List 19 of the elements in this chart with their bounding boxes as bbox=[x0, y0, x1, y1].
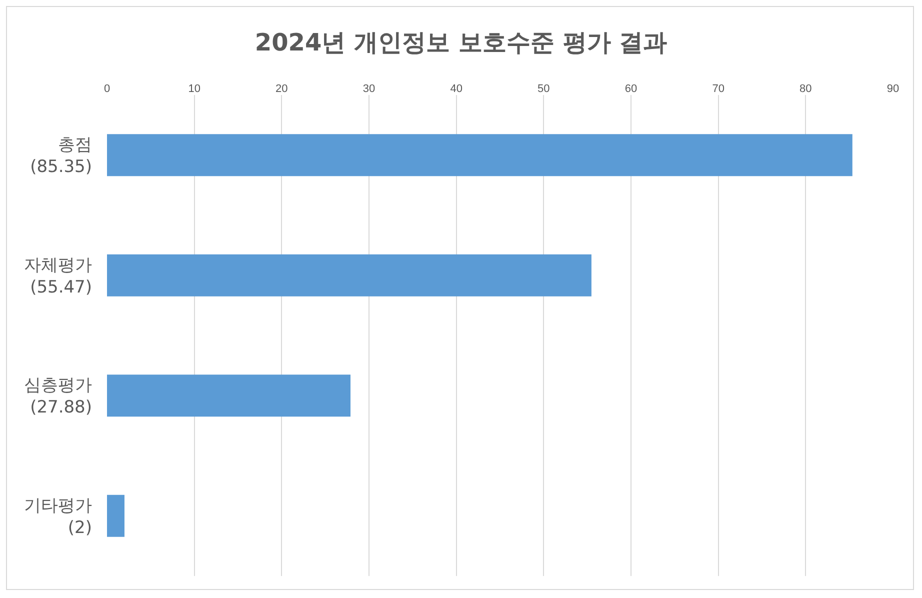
x-tick-label: 20 bbox=[276, 82, 288, 95]
y-tick-label: 심층평가 (27.88) bbox=[24, 376, 92, 418]
bar bbox=[107, 134, 852, 176]
bar bbox=[107, 374, 350, 417]
x-tick-label: 60 bbox=[624, 82, 638, 95]
x-tick-label: 80 bbox=[800, 82, 812, 95]
y-tick-label: 자체평가 (55.47) bbox=[24, 255, 92, 298]
x-tick-label: 40 bbox=[450, 82, 462, 95]
chart-title: 2024년 개인정보 보호수준 평가 결과 bbox=[254, 28, 668, 56]
x-tick-label: 0 bbox=[104, 82, 110, 95]
x-tick-label: 70 bbox=[712, 82, 724, 95]
y-tick-label: 총점 (85.35) bbox=[30, 135, 92, 178]
bar bbox=[107, 494, 124, 537]
bar bbox=[107, 254, 592, 296]
x-tick-label: 50 bbox=[538, 82, 550, 95]
y-tick-label: 기타평가 (2) bbox=[24, 496, 92, 538]
x-tick-label: 10 bbox=[188, 82, 200, 95]
x-tick-label: 90 bbox=[886, 82, 900, 95]
x-tick-label: 30 bbox=[362, 82, 376, 95]
